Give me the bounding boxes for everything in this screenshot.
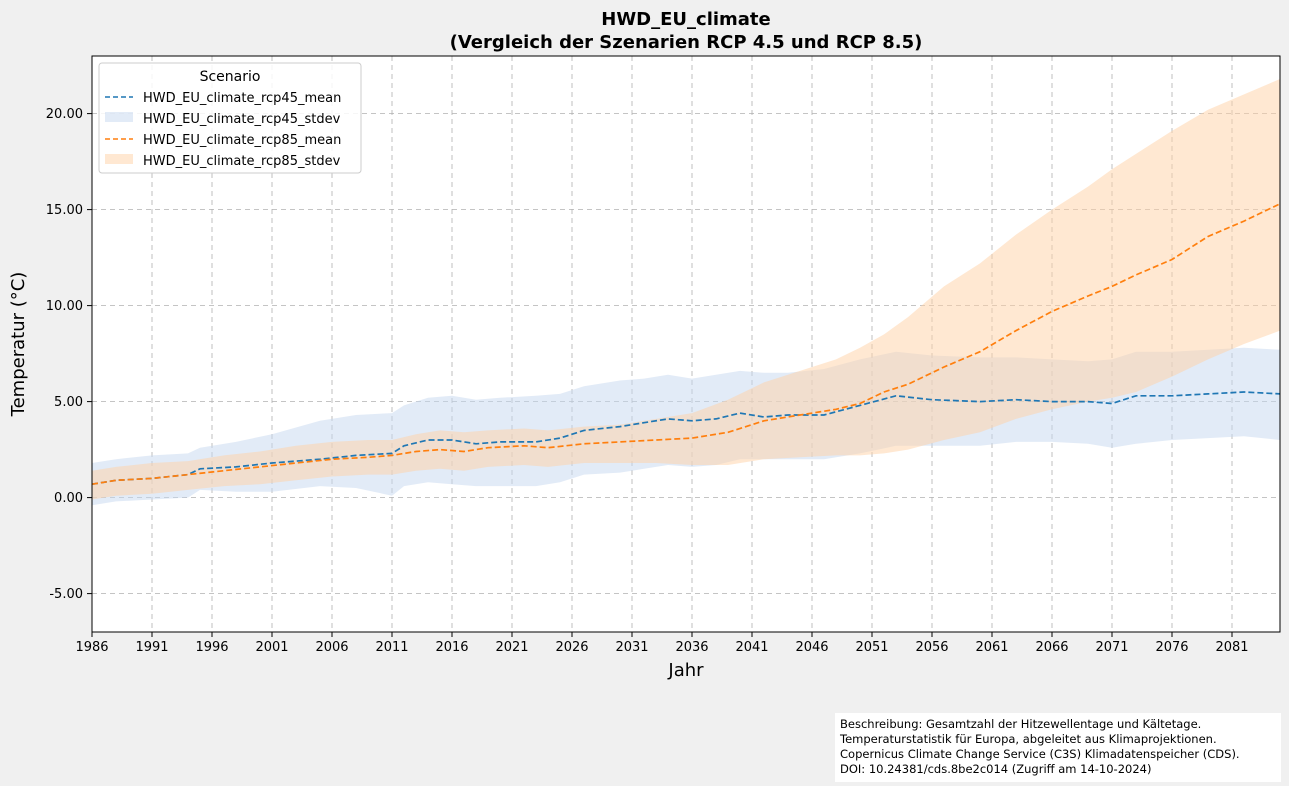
x-ticks: 1986 1991 1996 2001 2006 2011 2016 2021 2026 2031… [75,632,1249,655]
y-tick-label: 15.00 [46,203,83,218]
note-line: Copernicus Climate Change Service (C3S) … [840,747,1240,761]
x-tick-label: 2046 [795,640,828,655]
x-tick-label: 1991 [135,640,168,655]
x-tick-label: 2076 [1155,640,1188,655]
x-tick-label: 2031 [615,640,648,655]
x-tick-label: 2071 [1095,640,1128,655]
rcp45-mean-line [91,391,1281,486]
x-tick-label: 2066 [1035,640,1068,655]
note-line: Beschreibung: Gesamtzahl der Hitzewellen… [840,717,1202,731]
y-tick-label: 10.00 [46,299,83,314]
lines [91,203,1281,486]
legend-label-rcp45-stdev: HWD_EU_climate_rcp45_stdev [143,112,341,127]
x-tick-label: 2081 [1215,640,1248,655]
legend-label-rcp45-mean: HWD_EU_climate_rcp45_mean [143,91,341,106]
y-tick-label: 0.00 [54,491,83,506]
legend-label-rcp85-mean: HWD_EU_climate_rcp85_mean [143,133,341,148]
rcp85-mean-line [91,203,1281,486]
bands [92,79,1280,506]
y-ticks: -5.00 0.00 5.00 10.00 15.00 20.00 [46,107,92,602]
legend-label-rcp85-stdev: HWD_EU_climate_rcp85_stdev [143,154,341,169]
y-tick-label: 20.00 [46,107,83,122]
x-tick-label: 2026 [555,640,588,655]
x-tick-label: 2051 [855,640,888,655]
x-tick-label: 2021 [495,640,528,655]
y-axis-label: Temperatur (°C) [8,272,29,418]
y-tick-label: 5.00 [54,395,83,410]
x-tick-label: 2001 [255,640,288,655]
x-tick-label: 2056 [915,640,948,655]
x-tick-label: 2006 [315,640,348,655]
note-line: Temperaturstatistik für Europa, abgeleit… [840,732,1217,746]
plot-frame [91,55,1281,633]
x-tick-label: 2036 [675,640,708,655]
x-tick-label: 2016 [435,640,468,655]
legend-swatch-rcp45-stdev [105,112,133,122]
y-tick-label: -5.00 [49,587,83,602]
legend-swatch-rcp85-stdev [105,154,133,164]
x-tick-label: 2041 [735,640,768,655]
legend: Scenario HWD_EU_climate_rcp45_mean HWD_E… [98,62,362,174]
source-note: Beschreibung: Gesamtzahl der Hitzewellen… [835,713,1281,782]
rcp85-stdev-band [92,79,1280,500]
x-tick-label: 2061 [975,640,1008,655]
x-tick-label: 1986 [75,640,108,655]
x-axis-label: Jahr [667,660,704,681]
legend-box [98,62,362,174]
x-tick-label: 1996 [195,640,228,655]
legend-title: Scenario [200,69,261,85]
x-tick-label: 2011 [375,640,408,655]
chart-subtitle: (Vergleich der Szenarien RCP 4.5 und RCP… [450,32,923,53]
note-line: DOI: 10.24381/cds.8be2c014 (Zugriff am 1… [840,762,1152,776]
chart-title: HWD_EU_climate [601,9,771,30]
